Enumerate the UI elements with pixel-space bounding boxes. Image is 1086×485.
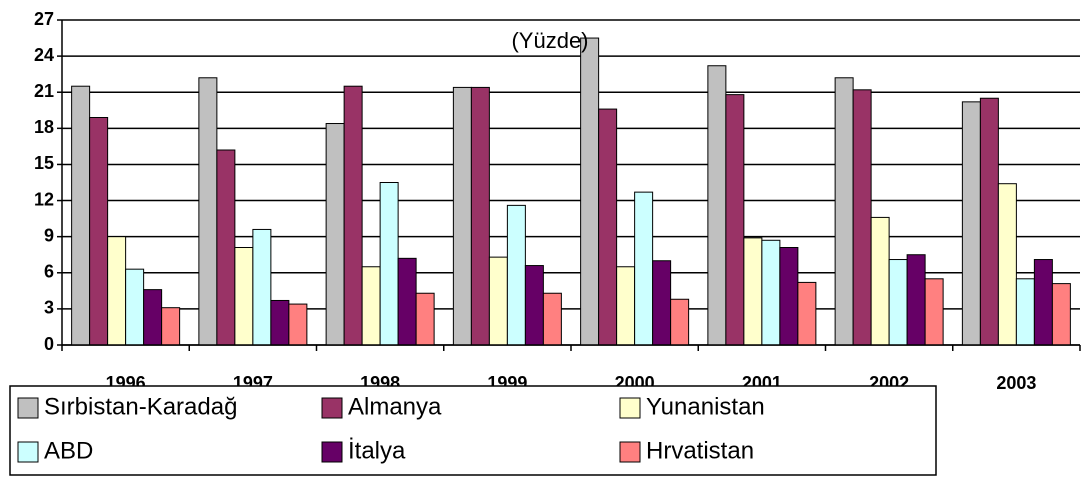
legend-label: Almanya	[348, 393, 442, 420]
bar	[270, 299, 290, 346]
bar	[616, 266, 636, 346]
bar	[852, 89, 872, 346]
bar	[107, 236, 127, 346]
bar	[506, 204, 526, 346]
bar	[870, 216, 890, 346]
bar	[1033, 259, 1053, 346]
y-tick-label: 15	[34, 153, 54, 173]
bar	[924, 278, 944, 346]
legend-swatch	[619, 441, 641, 463]
y-tick-label: 3	[44, 298, 54, 318]
bar	[452, 86, 472, 346]
legend-swatch	[17, 397, 39, 419]
bar	[343, 85, 363, 346]
bar	[252, 228, 272, 346]
bar	[125, 268, 145, 346]
y-tick-label: 24	[34, 45, 54, 65]
legend-label: Hrvatistan	[646, 437, 754, 464]
bar	[598, 108, 618, 346]
bar	[652, 260, 672, 346]
bar	[234, 247, 254, 346]
bar	[580, 37, 600, 346]
bar	[524, 265, 544, 346]
chart-title: (Yüzde)	[511, 28, 588, 53]
y-tick-label: 18	[34, 117, 54, 137]
legend-label: Sırbistan-Karadağ	[44, 393, 237, 420]
bar	[834, 77, 854, 346]
bar	[216, 149, 236, 346]
bar	[670, 298, 690, 346]
bar	[1051, 283, 1071, 346]
bar	[415, 292, 435, 346]
bar	[725, 94, 745, 346]
bar	[379, 182, 399, 346]
x-tick-label: 2003	[996, 373, 1036, 393]
bar	[470, 86, 490, 346]
bar	[634, 191, 654, 346]
bar	[761, 239, 781, 346]
bar	[797, 281, 817, 346]
bar	[707, 65, 727, 346]
y-tick-label: 0	[44, 334, 54, 354]
legend-swatch	[17, 441, 39, 463]
y-tick-label: 6	[44, 262, 54, 282]
bar	[71, 85, 91, 346]
legend-swatch	[619, 397, 641, 419]
legend-box	[9, 385, 937, 476]
legend-label: İtalya	[348, 437, 406, 464]
bar	[198, 77, 218, 346]
bar	[325, 123, 345, 346]
legend-label: ABD	[44, 437, 93, 464]
y-tick-label: 27	[34, 9, 54, 29]
legend-swatch	[321, 397, 343, 419]
bar	[488, 256, 508, 346]
bar	[997, 183, 1017, 346]
legend: Sırbistan-Karadağ Almanya Yunanistan ABD İta…	[9, 385, 937, 476]
y-tick-label: 12	[34, 189, 54, 209]
bar	[397, 257, 417, 346]
bar	[979, 97, 999, 346]
bar	[161, 307, 181, 346]
bar	[89, 117, 109, 346]
y-tick-label: 9	[44, 225, 54, 245]
bar	[961, 101, 981, 346]
bar	[542, 292, 562, 346]
legend-label: Yunanistan	[646, 393, 765, 420]
legend-swatch	[321, 441, 343, 463]
bar	[779, 247, 799, 346]
bar	[288, 303, 308, 346]
bar	[143, 289, 163, 346]
bar	[888, 259, 908, 346]
bar	[1015, 278, 1035, 346]
y-tick-label: 21	[34, 81, 54, 101]
bar	[743, 237, 763, 346]
bar	[906, 254, 926, 346]
bar	[361, 266, 381, 346]
